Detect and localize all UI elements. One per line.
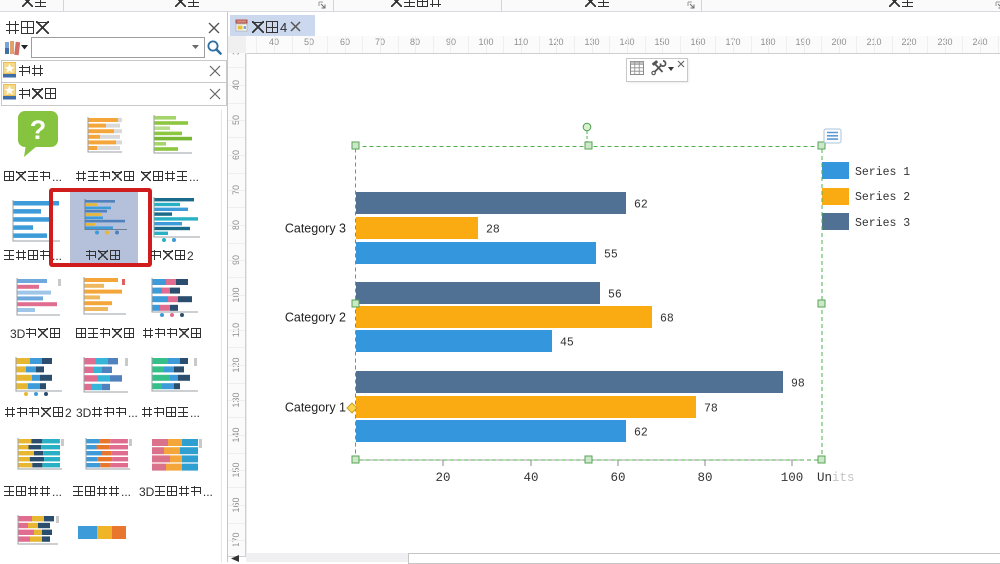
svg-text:56: 56 [608, 289, 622, 302]
svg-text:Units: Units [817, 471, 855, 485]
svg-text:62: 62 [634, 199, 648, 212]
svg-text:Series 2: Series 2 [855, 191, 910, 204]
svg-text:20: 20 [435, 471, 450, 485]
svg-text:80: 80 [697, 471, 712, 485]
svg-text:45: 45 [560, 337, 574, 350]
svg-text:98: 98 [791, 378, 805, 391]
svg-text:?: ? [30, 115, 47, 145]
svg-text:Series 3: Series 3 [855, 217, 910, 230]
svg-text:60: 60 [610, 471, 625, 485]
svg-text:28: 28 [486, 224, 500, 237]
svg-text:100: 100 [781, 471, 804, 485]
svg-text:Category 3: Category 3 [285, 222, 346, 236]
svg-text:78: 78 [704, 403, 718, 416]
svg-text:Category 1: Category 1 [285, 401, 346, 415]
svg-text:40: 40 [523, 471, 538, 485]
svg-text:68: 68 [660, 313, 674, 326]
svg-text:55: 55 [604, 249, 618, 262]
svg-text:Category 2: Category 2 [285, 311, 346, 325]
svg-text:Series 1: Series 1 [855, 166, 910, 179]
svg-text:62: 62 [634, 427, 648, 440]
